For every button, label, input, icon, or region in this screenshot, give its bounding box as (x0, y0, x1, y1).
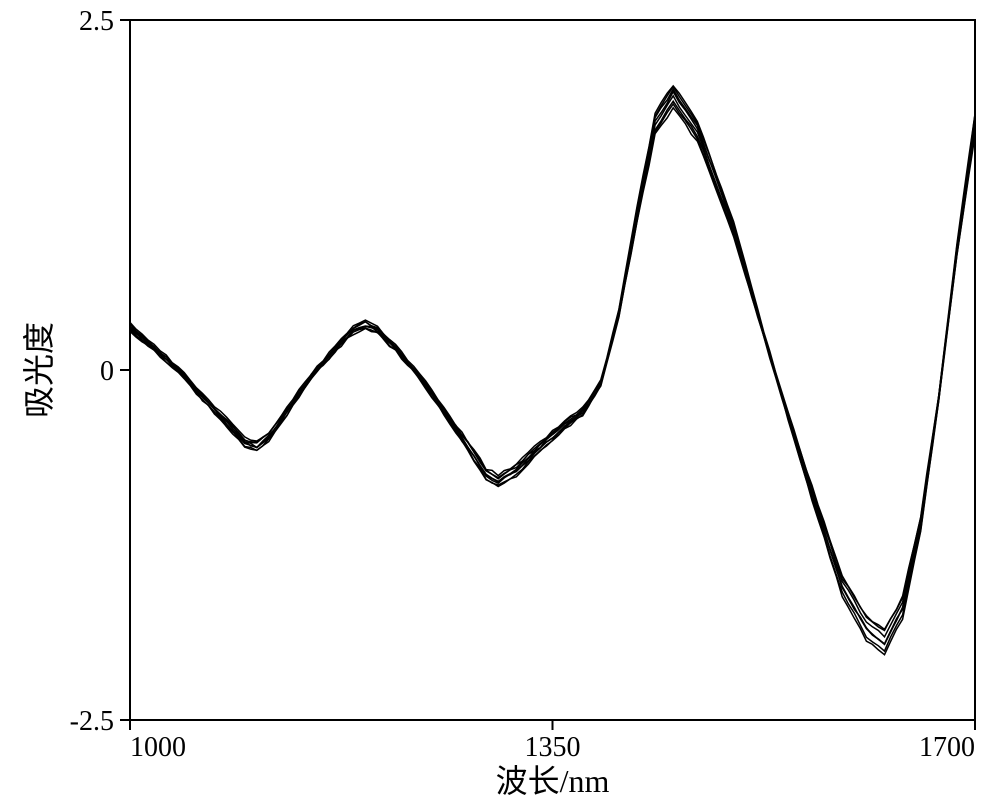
spectrum-line (130, 92, 975, 655)
y-axis-ticks: -2.5 0 2.5 (70, 6, 130, 737)
y-tick-label: 2.5 (79, 6, 114, 37)
x-tick-label: 1000 (130, 732, 186, 763)
spectrum-line (130, 86, 975, 630)
x-axis-label: 波长/nm (496, 763, 610, 799)
line-chart: -2.5 0 2.5 1000 1350 1700 吸光度 波长/nm (0, 0, 1000, 804)
spectrum-line (130, 87, 975, 645)
spectrum-line (130, 89, 975, 637)
y-tick-label: -2.5 (70, 706, 114, 737)
x-axis-ticks: 1000 1350 1700 (130, 720, 975, 763)
spectrum-line (130, 101, 975, 630)
y-axis-label: 吸光度 (21, 322, 57, 418)
chart-container: -2.5 0 2.5 1000 1350 1700 吸光度 波长/nm (0, 0, 1000, 804)
spectra-lines (130, 86, 975, 655)
plot-area-frame (130, 20, 975, 720)
x-tick-label: 1700 (919, 732, 975, 763)
spectrum-line (130, 104, 975, 651)
spectrum-line (130, 108, 975, 644)
x-tick-label: 1350 (525, 732, 581, 763)
y-tick-label: 0 (100, 356, 114, 387)
spectrum-line (130, 96, 975, 644)
